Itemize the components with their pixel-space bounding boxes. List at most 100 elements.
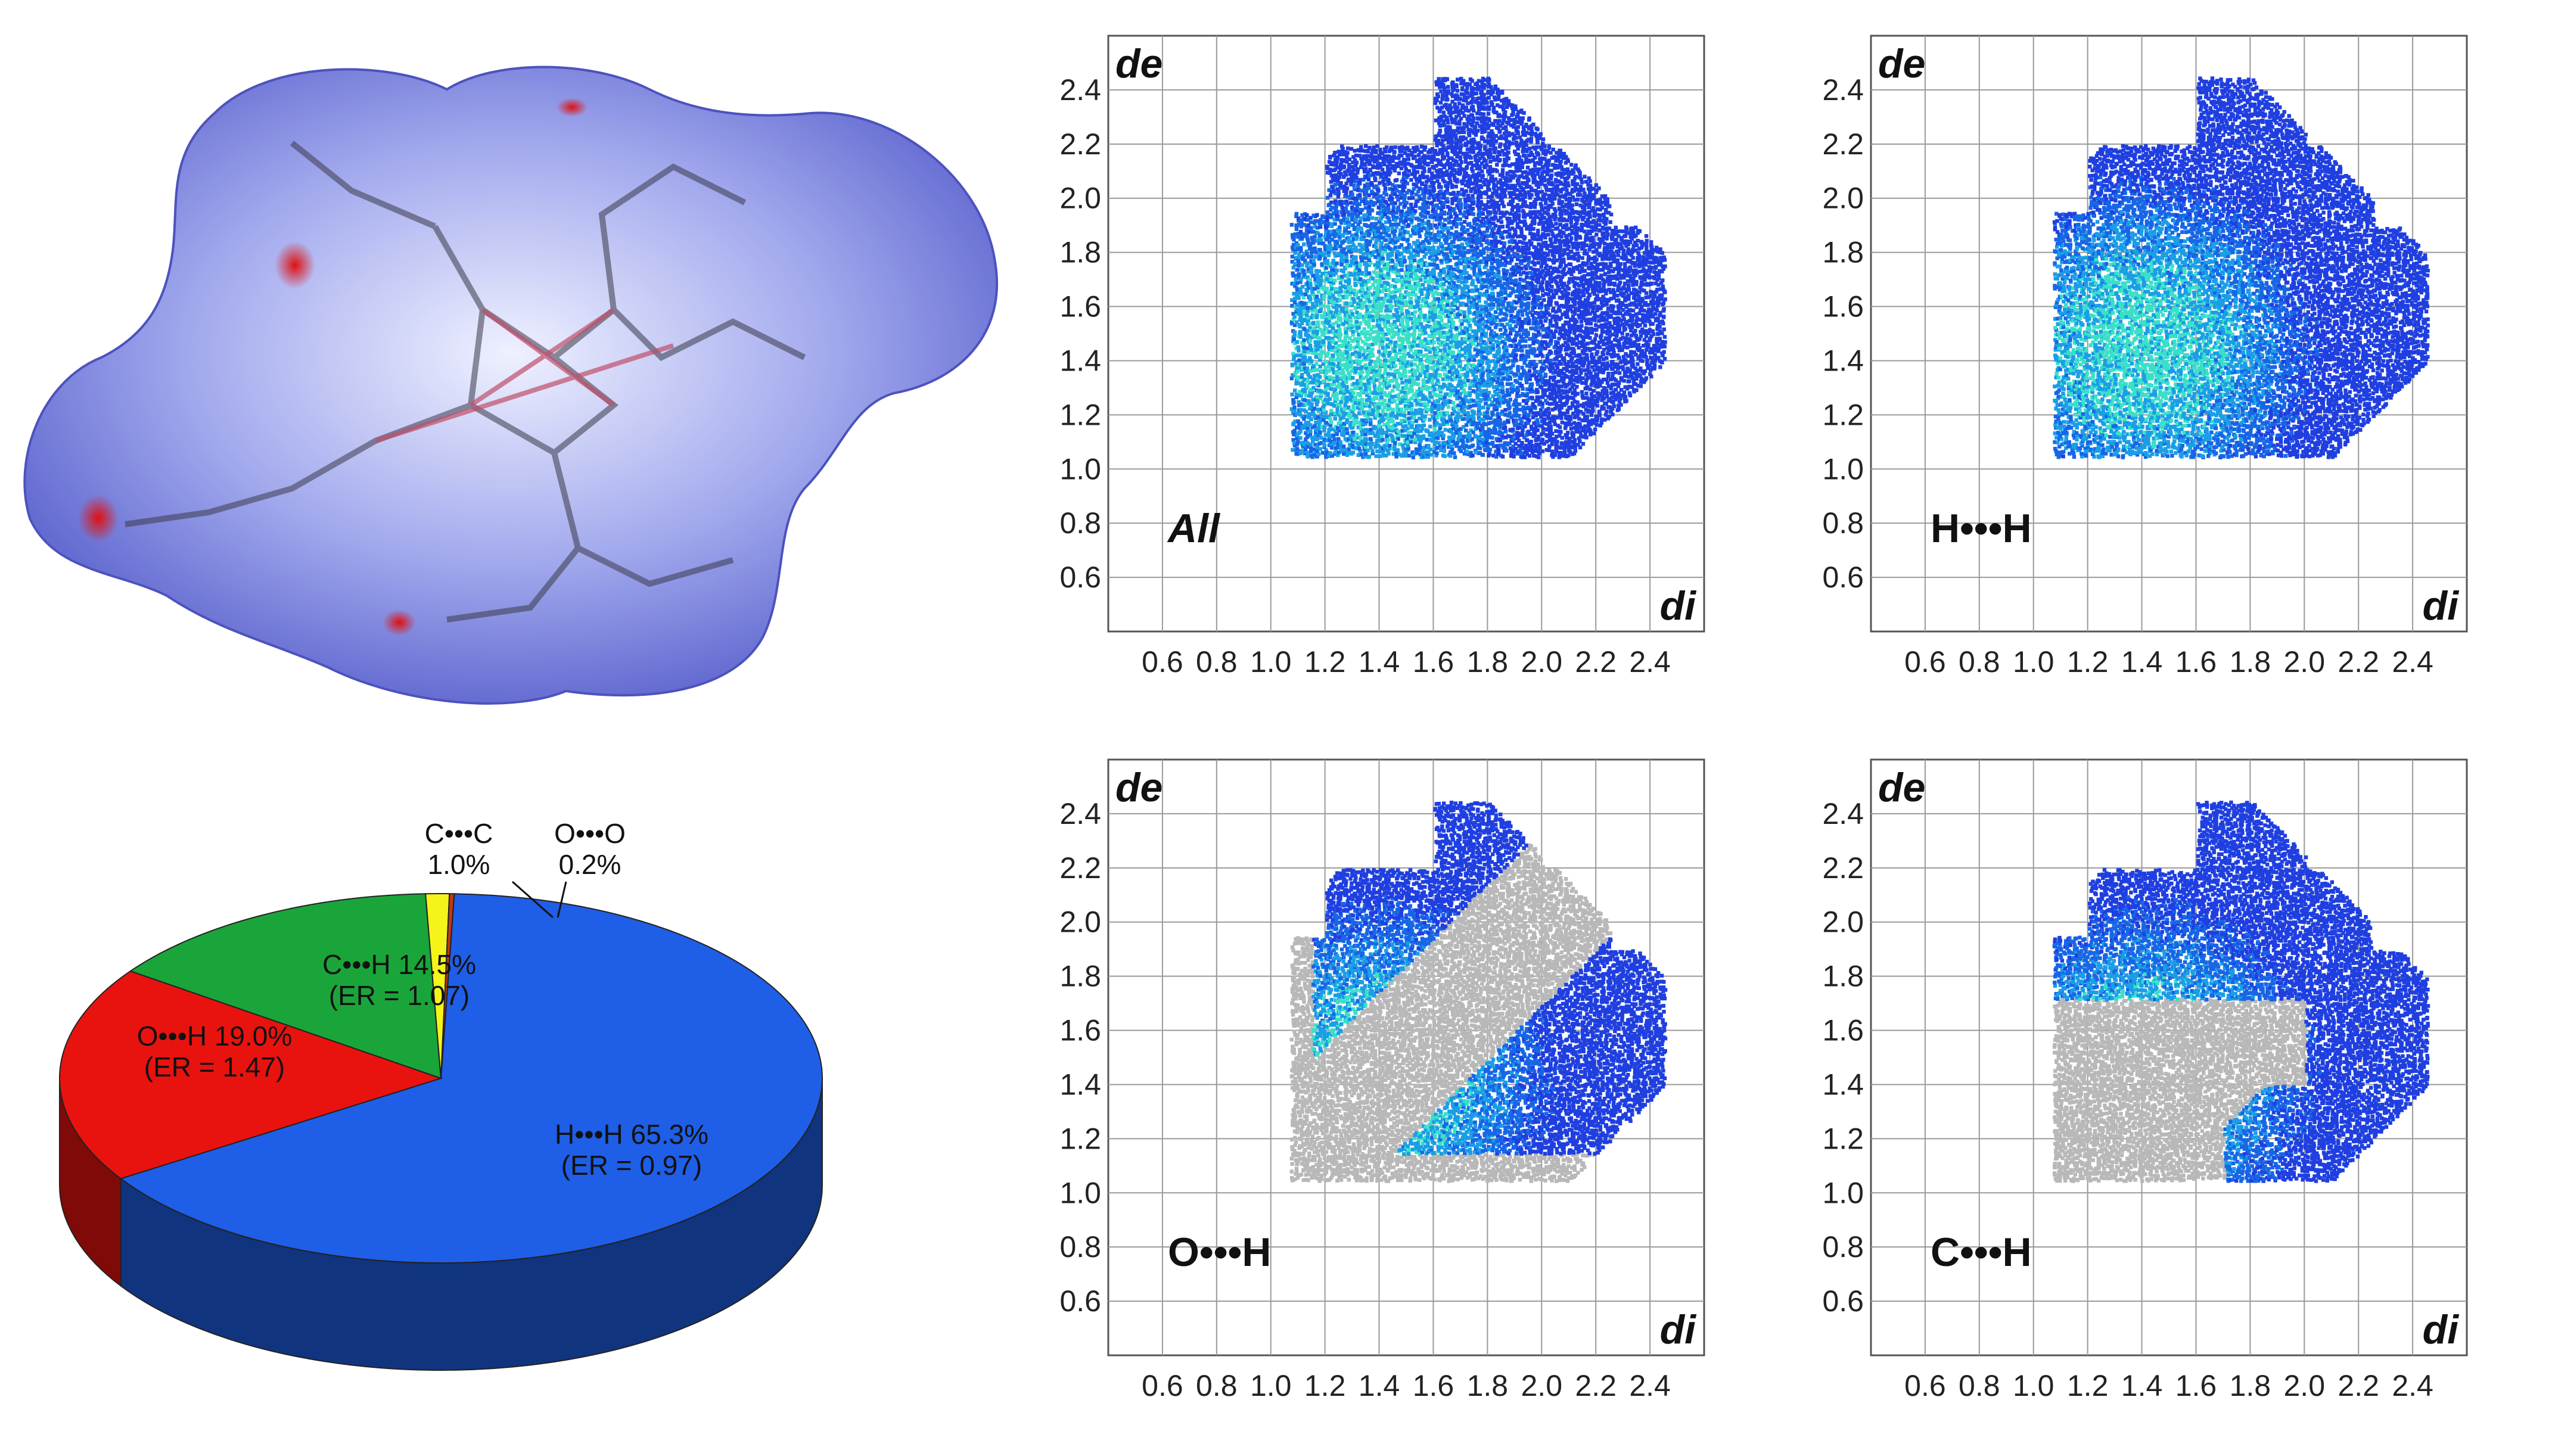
fp-point	[1436, 297, 1441, 301]
fp-point	[1450, 117, 1454, 121]
fp-point	[1351, 332, 1355, 337]
fp-point	[1322, 440, 1326, 444]
fp-point	[1291, 447, 1295, 452]
fp-point	[1351, 237, 1356, 241]
fp-point	[1306, 421, 1311, 425]
fp-point	[1392, 357, 1397, 362]
fp-point	[1465, 165, 1469, 169]
fp-point	[1385, 164, 1390, 169]
fp-point	[1438, 273, 1443, 278]
fp-point	[1342, 258, 1346, 262]
fp-point	[1297, 358, 1301, 362]
fp-point	[1452, 336, 1456, 341]
fp-point	[1478, 144, 1483, 148]
fp-point	[1351, 233, 1355, 238]
fp-point	[1390, 238, 1394, 242]
fp-point	[1309, 453, 1314, 458]
fp-point	[1345, 361, 1350, 366]
fp-point	[1457, 101, 1462, 105]
fp-point	[1391, 211, 1395, 216]
fp-point	[1334, 206, 1338, 210]
fp-point	[1355, 204, 1360, 209]
fp-point	[1397, 171, 1401, 176]
fp-point	[1371, 397, 1375, 402]
fp-point	[1291, 398, 1295, 402]
fp-point	[1363, 413, 1367, 417]
fp-point	[1323, 256, 1328, 261]
fp-point	[1442, 192, 1447, 196]
fp-point	[1458, 379, 1463, 384]
fp-point	[1477, 194, 1481, 198]
fp-point	[1311, 368, 1316, 372]
fp-point	[1379, 305, 1384, 309]
fp-point	[1432, 442, 1437, 447]
fp-point	[1421, 270, 1425, 275]
fp-point	[1367, 381, 1371, 385]
pie-labels: H•••H 65.3%(ER = 0.97)O•••H 19.0%(ER = 1…	[137, 822, 708, 1181]
fp-point	[1339, 400, 1343, 404]
fp-point	[1423, 208, 1428, 212]
fp-point	[1410, 434, 1415, 439]
fp-point	[1348, 373, 1352, 377]
fp-point	[1444, 137, 1449, 142]
fp-point	[1465, 449, 1469, 454]
fp-point	[1479, 253, 1484, 257]
fp-point	[1345, 453, 1350, 457]
fp-point	[1441, 417, 1446, 421]
fp-point	[1468, 404, 1473, 409]
fp-point	[1323, 279, 1327, 283]
fp-point	[1297, 263, 1301, 268]
fp-point	[1355, 441, 1359, 445]
fp-point	[1412, 182, 1416, 186]
fp-point	[1383, 273, 1387, 278]
fp-point	[1416, 365, 1420, 369]
fp-point	[1436, 249, 1440, 253]
fp-point	[1477, 268, 1482, 272]
fp-point	[1439, 191, 1443, 196]
fp-point	[1301, 440, 1306, 445]
fp-point	[1354, 401, 1358, 405]
fp-point	[1390, 155, 1394, 160]
fp-point	[1357, 148, 1362, 153]
fp-point	[1462, 167, 1466, 172]
fp-point	[1400, 301, 1404, 306]
fp-point	[1457, 408, 1462, 412]
fp-point	[1459, 81, 1463, 86]
fp-point	[1374, 216, 1379, 221]
fp-point	[1422, 254, 1426, 259]
fp-point	[1335, 179, 1340, 183]
fp-point	[1348, 336, 1352, 340]
fp-point	[1312, 304, 1316, 309]
fp-point	[1381, 300, 1386, 304]
fp-point	[1367, 211, 1372, 216]
fp-point	[1410, 206, 1415, 210]
fp-point	[1350, 388, 1354, 392]
fp-point	[1401, 331, 1405, 336]
fp-point	[1310, 435, 1314, 440]
fp-point	[1324, 231, 1328, 235]
fp-point	[1465, 203, 1470, 208]
fp-point	[1407, 379, 1412, 384]
fp-point	[1300, 285, 1305, 289]
fp-point	[1397, 314, 1401, 319]
fp-point	[1304, 393, 1308, 398]
fp-point	[1357, 268, 1362, 272]
fp-point	[1455, 217, 1459, 222]
fp-point	[1378, 280, 1382, 284]
fp-point	[1416, 268, 1421, 272]
fp-point	[1421, 218, 1425, 223]
fp-point	[1448, 127, 1452, 132]
fp-point	[1367, 158, 1371, 163]
fp-point	[1338, 228, 1342, 232]
fp-point	[1465, 85, 1469, 89]
fp-point	[1345, 203, 1350, 207]
fp-point	[1388, 341, 1392, 346]
fp-point	[1403, 185, 1407, 189]
fp-point	[1344, 399, 1349, 404]
fp-point	[1334, 450, 1338, 455]
fp-point	[1455, 129, 1460, 133]
fp-point	[1404, 285, 1409, 290]
fp-point	[1437, 182, 1441, 186]
fp-point	[1374, 425, 1378, 430]
fp-point	[1391, 209, 1395, 213]
